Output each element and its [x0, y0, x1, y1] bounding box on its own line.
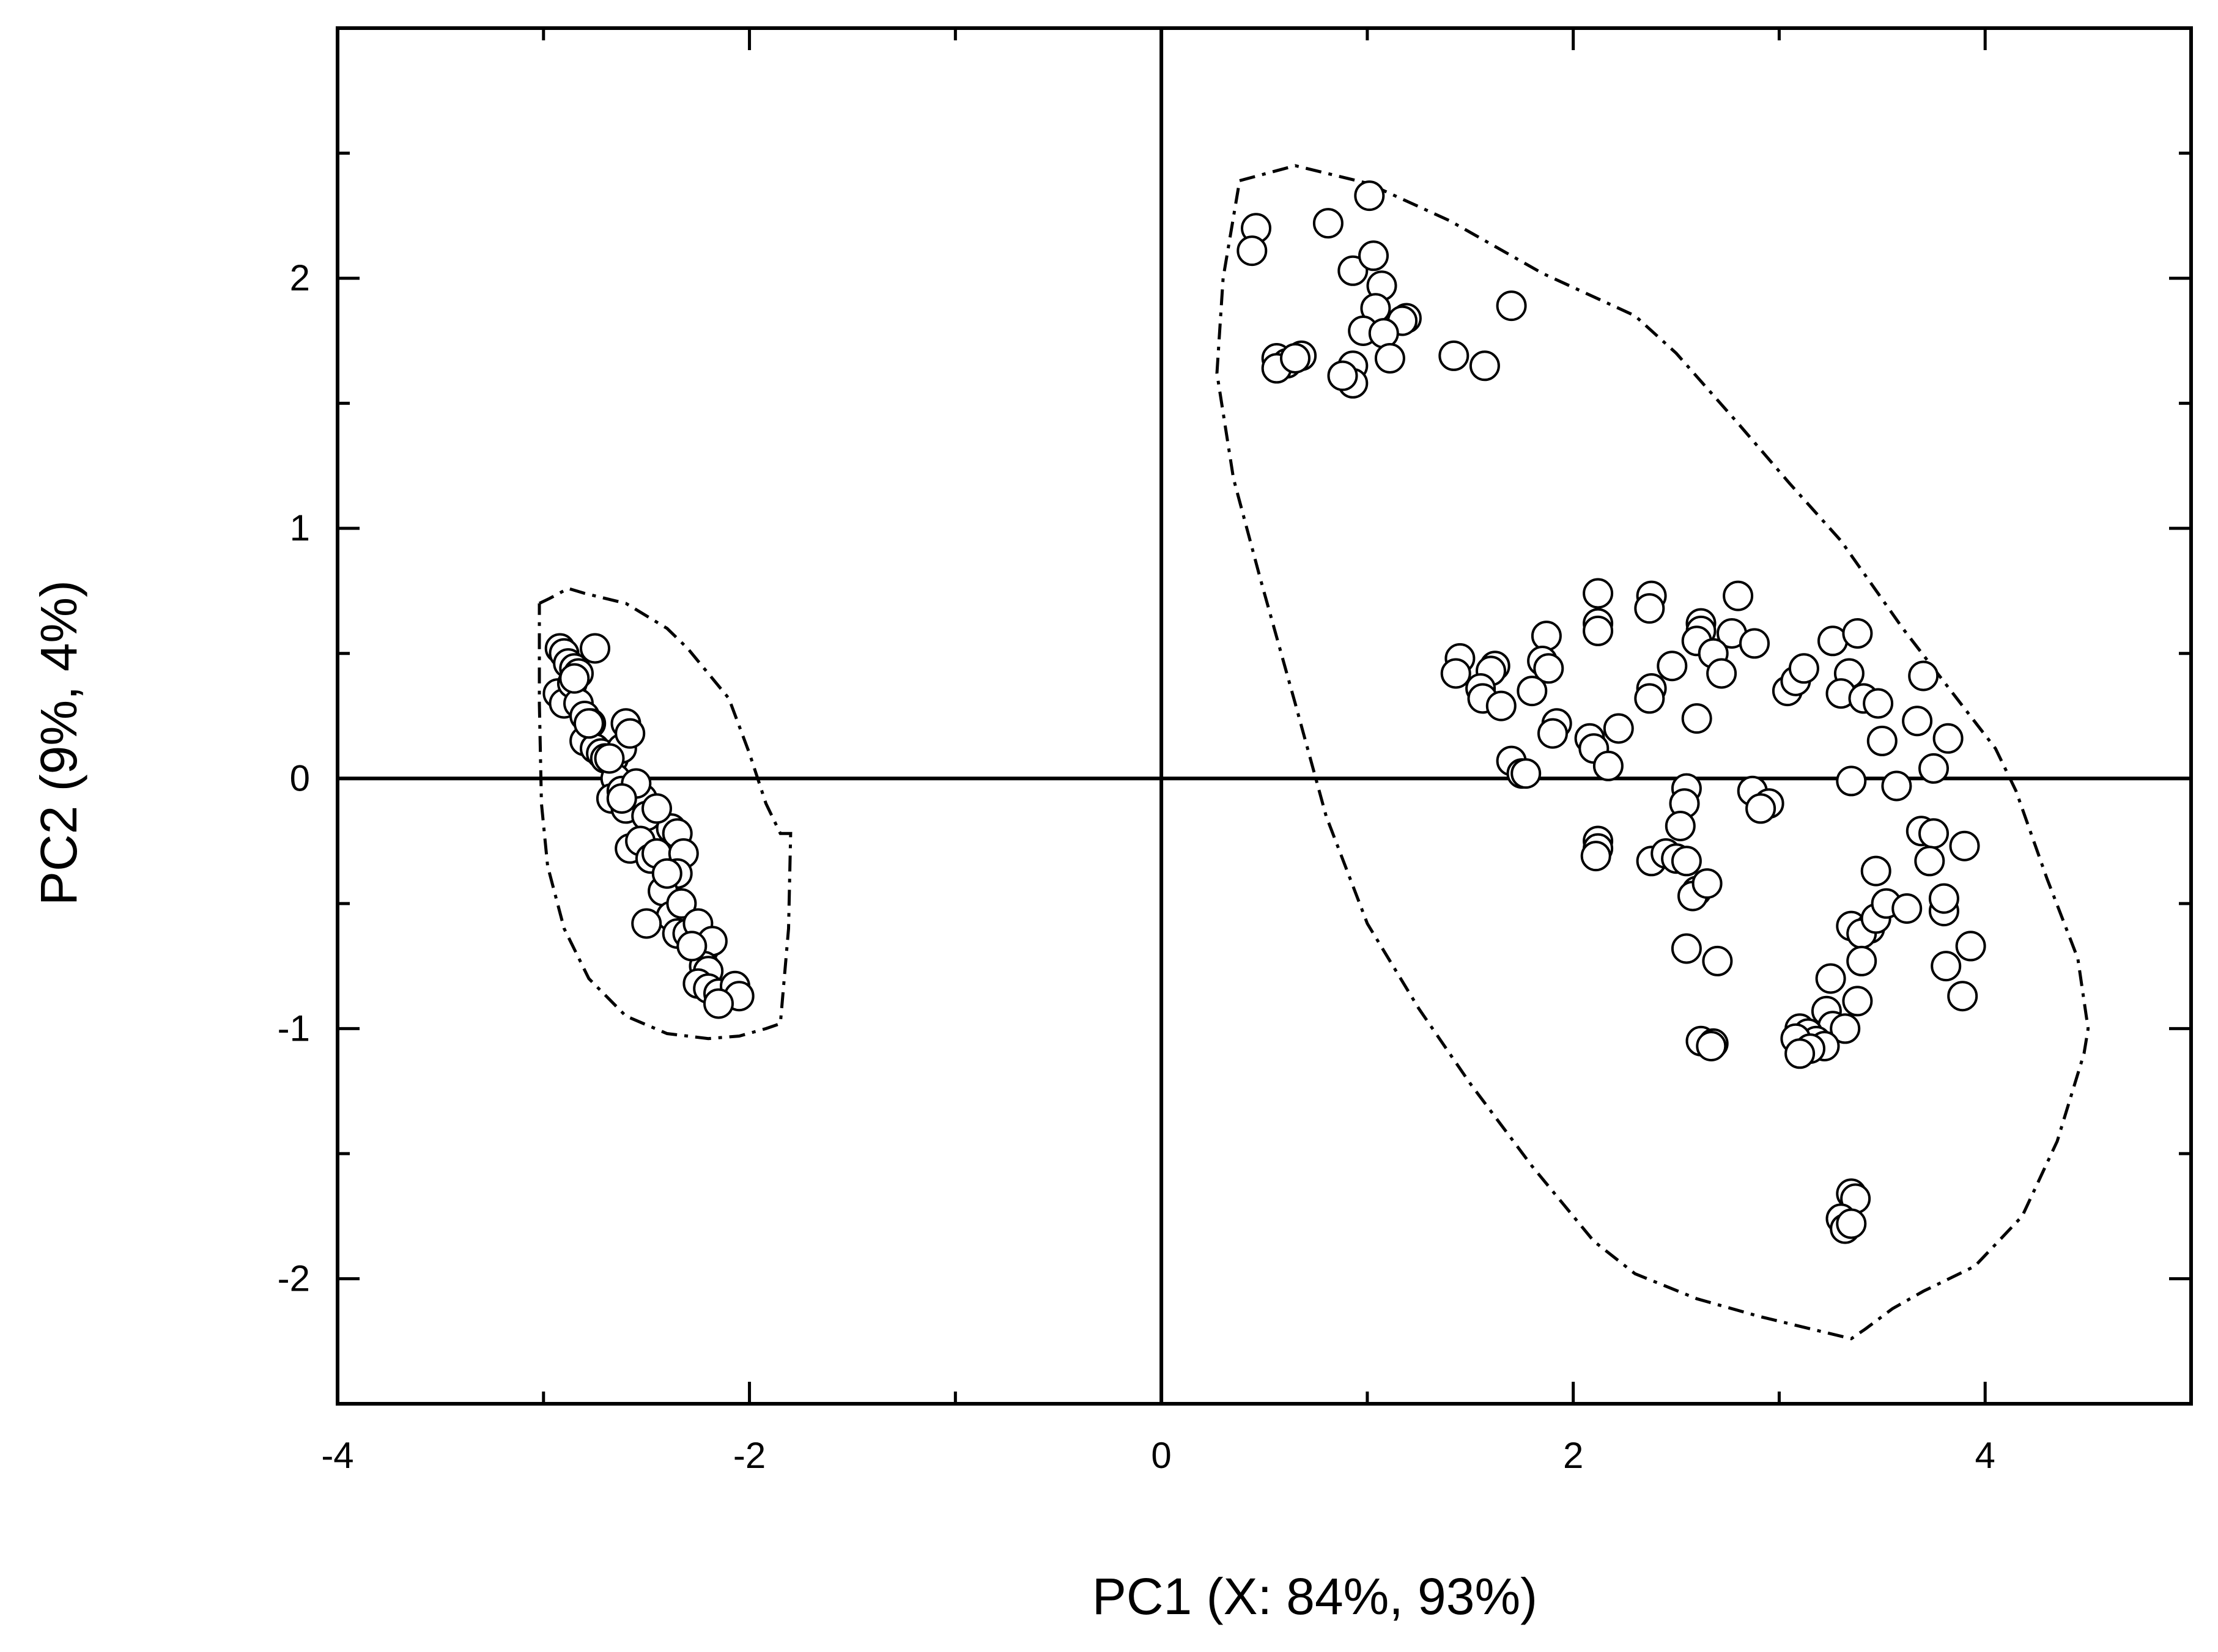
group-2-point: [1696, 1031, 1727, 1061]
x-tick-label: -2: [733, 1435, 766, 1476]
group-2-point: [1918, 818, 1949, 849]
y-tick-label: -2: [278, 1258, 310, 1299]
group-2-point: [1280, 343, 1310, 374]
group-1-point: [573, 708, 604, 739]
group-2-point: [1745, 793, 1776, 824]
x-tick-label: 2: [1563, 1435, 1583, 1476]
group-2-point: [1842, 986, 1873, 1017]
x-tick-label: 0: [1151, 1435, 1171, 1476]
group-1-point: [666, 888, 697, 919]
group-2-point: [1237, 235, 1268, 267]
group-2-point: [1891, 893, 1923, 924]
group-1-point: [580, 633, 610, 664]
group-2-point: [1510, 758, 1542, 789]
y-axis-label: PC2 (9%, 4%): [30, 580, 87, 905]
group-1-point: [703, 988, 734, 1019]
plot-frame: [336, 26, 2193, 1406]
group-2-point: [1537, 718, 1568, 749]
group-2-point: [1908, 660, 1939, 691]
group-2-point: [1327, 360, 1358, 391]
x-axis-label: PC1 (X: 84%, 93%): [1092, 1568, 1537, 1625]
group-2-point: [1788, 653, 1819, 684]
group-2-point: [1358, 240, 1389, 271]
group-2-point: [1603, 713, 1634, 744]
group-2-point: [1931, 951, 1962, 982]
group-1-point: [631, 908, 662, 939]
y-tick-label: -1: [278, 1008, 310, 1049]
group-2-point: [1947, 981, 1978, 1012]
group-2-point: [1846, 945, 1877, 976]
group-2-point: [1784, 1038, 1816, 1069]
group-2-point: [1533, 653, 1564, 684]
group-2-point: [1665, 811, 1696, 841]
group-2-point: [1918, 753, 1949, 784]
data-points: [542, 180, 1986, 1244]
group-2-point: [1580, 841, 1611, 872]
group-2-point: [1681, 703, 1712, 734]
y-tick-label: 2: [290, 257, 310, 298]
group-2-point: [1531, 621, 1562, 652]
group-1-hull: [538, 586, 793, 1041]
group-2-point: [1368, 318, 1399, 349]
group-1-point: [606, 783, 637, 814]
group-1-point: [594, 743, 625, 774]
group-2-point: [1592, 750, 1624, 781]
group-2-point: [1860, 855, 1891, 887]
y-tick-label: 0: [290, 758, 310, 798]
group-2-point: [1702, 945, 1733, 976]
group-1-point: [559, 663, 590, 694]
tick-labels: -4 -2 0 2 4 -2 -1 0 1 2: [278, 257, 1995, 1476]
group-1-point: [615, 718, 646, 749]
group-2-point: [1928, 883, 1959, 914]
group-2-point: [1583, 615, 1614, 646]
group-2-point: [1312, 208, 1344, 239]
group-2-point: [1955, 931, 1986, 962]
group-2-point: [1691, 868, 1723, 899]
group-1-point: [676, 931, 708, 962]
group-2-point: [1517, 676, 1548, 707]
x-tick-label: -4: [321, 1435, 353, 1476]
x-tick-label: 4: [1975, 1435, 1995, 1476]
group-1-point: [651, 858, 682, 889]
group-2-point: [1440, 658, 1471, 689]
group-2-point: [1354, 180, 1385, 212]
y-tick-label: 1: [290, 507, 310, 548]
group-2-point: [1836, 1208, 1867, 1239]
group-1-point: [641, 793, 672, 824]
group-2-point: [1830, 1013, 1861, 1044]
group-2-point: [1881, 770, 1912, 802]
group-2-point: [1337, 255, 1369, 286]
group-2-point: [1902, 706, 1933, 737]
group-2-point: [1374, 343, 1405, 374]
group-2-point: [1842, 618, 1873, 649]
group-2-hull: [1215, 164, 2090, 1341]
group-2-point: [1657, 651, 1688, 682]
group-hulls: [538, 164, 2090, 1341]
group-2-point: [1671, 933, 1702, 964]
group-2-point: [1634, 683, 1665, 714]
group-2-point: [1866, 725, 1898, 756]
group-2-point: [1634, 593, 1665, 624]
group-2-point: [1583, 578, 1614, 609]
group-2-point: [1932, 723, 1964, 754]
group-2-point: [1496, 290, 1527, 322]
group-2-point: [1671, 846, 1702, 877]
group-2-point: [1949, 830, 1980, 861]
group-2-point: [1485, 690, 1517, 721]
group-2-point: [1739, 628, 1770, 659]
group-2-point: [1815, 963, 1846, 994]
group-2-point: [1706, 658, 1737, 689]
group-2-point: [1863, 688, 1894, 719]
group-2-point: [1469, 350, 1500, 382]
group-2-point: [1723, 580, 1754, 611]
group-2-point: [1836, 765, 1867, 797]
group-2-point: [1914, 846, 1945, 877]
group-2-point: [1438, 340, 1469, 371]
